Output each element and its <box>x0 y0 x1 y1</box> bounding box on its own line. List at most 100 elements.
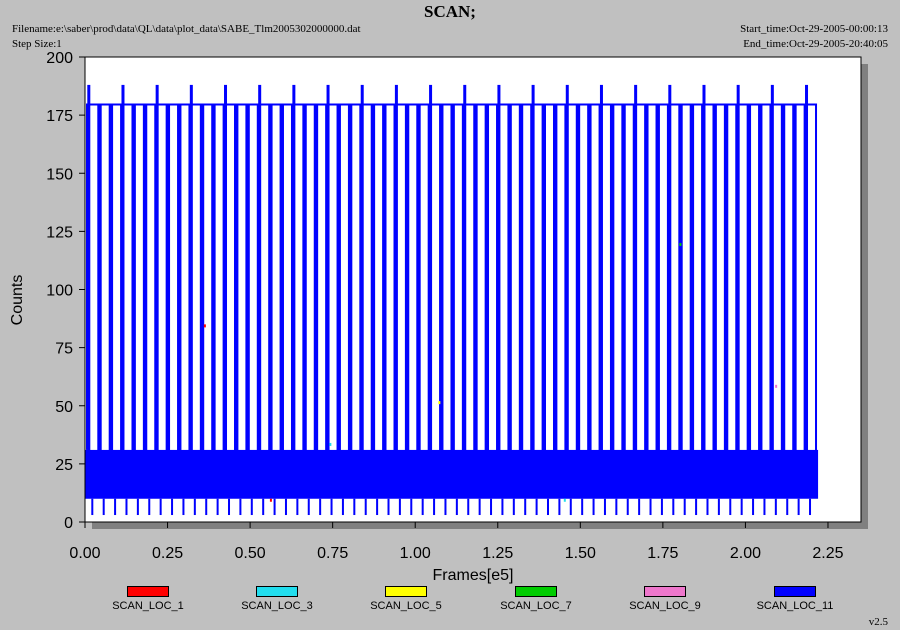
scan-spike <box>429 84 433 452</box>
x-tick-label: 0.50 <box>235 545 266 562</box>
scan-spike-edge <box>484 103 487 452</box>
scan-spike-top <box>155 103 168 106</box>
scan-dip <box>410 498 413 516</box>
scan-dip <box>216 498 219 516</box>
y-tick-label: 200 <box>46 50 73 67</box>
scan-spike-edge <box>815 103 818 452</box>
scan-spike <box>679 103 683 452</box>
scan-spike-edge <box>609 103 612 452</box>
scan-spike-top <box>463 103 476 106</box>
scan-spike-top <box>497 103 510 106</box>
scan-spike <box>121 84 125 452</box>
x-tick-label: 2.25 <box>812 545 843 562</box>
scan-spike <box>725 103 729 452</box>
scan-spike-edge <box>530 103 533 452</box>
scan-spike-edge <box>131 103 134 452</box>
scan-spike-edge <box>507 103 510 452</box>
scan-spike <box>486 103 490 452</box>
scan-dip <box>250 498 253 516</box>
y-tick-label: 50 <box>55 399 73 416</box>
step-size-label: Step Size:1 <box>12 38 62 50</box>
scan-spike-top <box>565 103 578 106</box>
scan-spike-top <box>383 103 396 106</box>
scan-spike-edge <box>746 103 749 452</box>
scan-spike <box>280 103 284 452</box>
x-axis-label: Frames[e5] <box>433 567 514 584</box>
scan-spike <box>565 84 569 452</box>
scan-dip <box>683 498 686 516</box>
scan-dip <box>524 498 527 516</box>
legend-item-scan-loc-1: SCAN_LOC_1 <box>88 586 208 612</box>
scan-spike-top <box>87 103 100 106</box>
series-speck <box>775 384 778 388</box>
scan-spike-top <box>759 103 772 106</box>
legend-swatch <box>256 586 298 597</box>
y-tick-label: 75 <box>55 341 73 358</box>
scan-spike-top <box>315 103 328 106</box>
series-layer <box>85 84 819 516</box>
x-tick-label: 1.25 <box>482 545 513 562</box>
scan-spike-edge <box>461 103 464 452</box>
scan-spike-top <box>782 103 795 106</box>
y-tick-label: 175 <box>46 108 73 125</box>
scan-spike-edge <box>689 103 692 452</box>
scan-spike-edge <box>154 103 157 452</box>
scan-dip <box>387 498 390 516</box>
scan-spike <box>531 84 535 452</box>
scan-spike-edge <box>598 103 601 452</box>
scan-spike-top <box>508 103 521 106</box>
legend-label: SCAN_LOC_1 <box>112 600 184 612</box>
scan-spike <box>554 103 558 452</box>
scan-spike-edge <box>678 103 681 452</box>
scan-dip <box>729 498 732 516</box>
scan-spike-top <box>167 103 180 106</box>
scan-spike-top <box>98 103 111 106</box>
scan-spike <box>372 103 376 452</box>
scan-spike <box>451 103 455 452</box>
scan-spike-top <box>702 103 715 106</box>
series-speck <box>563 498 566 502</box>
scan-spike-top <box>520 103 533 106</box>
scan-spike-top <box>303 103 316 106</box>
legend-item-scan-loc-9: SCAN_LOC_9 <box>605 586 725 612</box>
scan-spike-top <box>805 103 818 106</box>
scan-dip <box>330 498 333 516</box>
scan-spike-edge <box>359 103 362 452</box>
scan-spike-top <box>611 103 624 106</box>
legend-swatch <box>385 586 427 597</box>
scan-spike-top <box>201 103 214 106</box>
scan-spike-top <box>224 103 237 106</box>
filename-label: Filename:e:\saber\prod\data\QL\data\plot… <box>12 23 361 35</box>
scan-spike-top <box>599 103 612 106</box>
scan-spike-edge <box>382 103 385 452</box>
start-time-label: Start_time:Oct-29-2005-00:00:13 <box>740 23 888 35</box>
scan-spike <box>497 84 501 452</box>
scan-spike-top <box>337 103 350 106</box>
scan-dip <box>182 498 185 516</box>
scan-dip <box>490 498 493 516</box>
scan-spike-top <box>634 103 647 106</box>
scan-spike-edge <box>177 103 180 452</box>
scan-spike-edge <box>142 103 145 452</box>
scan-spike <box>656 103 660 452</box>
legend-item-scan-loc-5: SCAN_LOC_5 <box>346 586 466 612</box>
series-speck <box>203 324 206 328</box>
scan-dip <box>581 498 584 516</box>
scan-spike <box>440 103 444 452</box>
scan-dip <box>148 498 151 516</box>
scan-spike-edge <box>735 103 738 452</box>
scan-spike-edge <box>496 103 499 452</box>
axis-layer: 0 25 50 75 100 125 150 175 200 0.00 0.25 0.50 0.75 1.… <box>46 50 861 562</box>
scan-loc-11-baseline-band <box>85 449 819 499</box>
legend-label: SCAN_LOC_3 <box>241 600 313 612</box>
legend-label: SCAN_LOC_11 <box>756 600 834 612</box>
y-tick-label: 150 <box>46 166 73 183</box>
scan-dip <box>353 498 356 516</box>
scan-spike-edge <box>97 103 100 452</box>
scan-spike-top <box>189 103 202 106</box>
scan-spike <box>303 103 307 452</box>
legend-swatch <box>127 586 169 597</box>
scan-spike-edge <box>290 103 293 452</box>
scan-spike <box>189 84 193 452</box>
